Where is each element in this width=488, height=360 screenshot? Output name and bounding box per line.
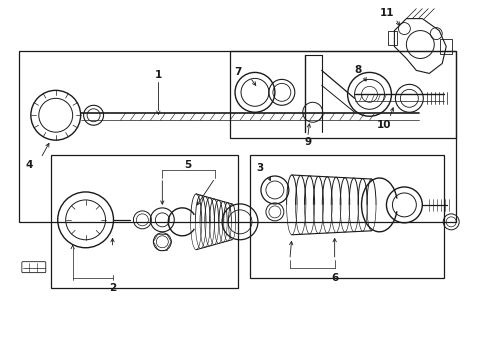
Text: 8: 8 — [353, 66, 361, 76]
Text: 2: 2 — [109, 283, 116, 293]
Text: 10: 10 — [376, 120, 391, 130]
Text: 3: 3 — [256, 163, 263, 173]
Text: 7: 7 — [234, 67, 241, 77]
Text: 9: 9 — [304, 137, 311, 147]
Text: 1: 1 — [154, 71, 162, 80]
Text: 5: 5 — [184, 160, 191, 170]
Text: 6: 6 — [330, 273, 338, 283]
Text: 11: 11 — [379, 8, 394, 18]
Text: 4: 4 — [25, 160, 33, 170]
Bar — [439, 39, 451, 54]
Bar — [387, 31, 397, 45]
Bar — [249, 155, 443, 278]
Bar — [51, 155, 238, 288]
